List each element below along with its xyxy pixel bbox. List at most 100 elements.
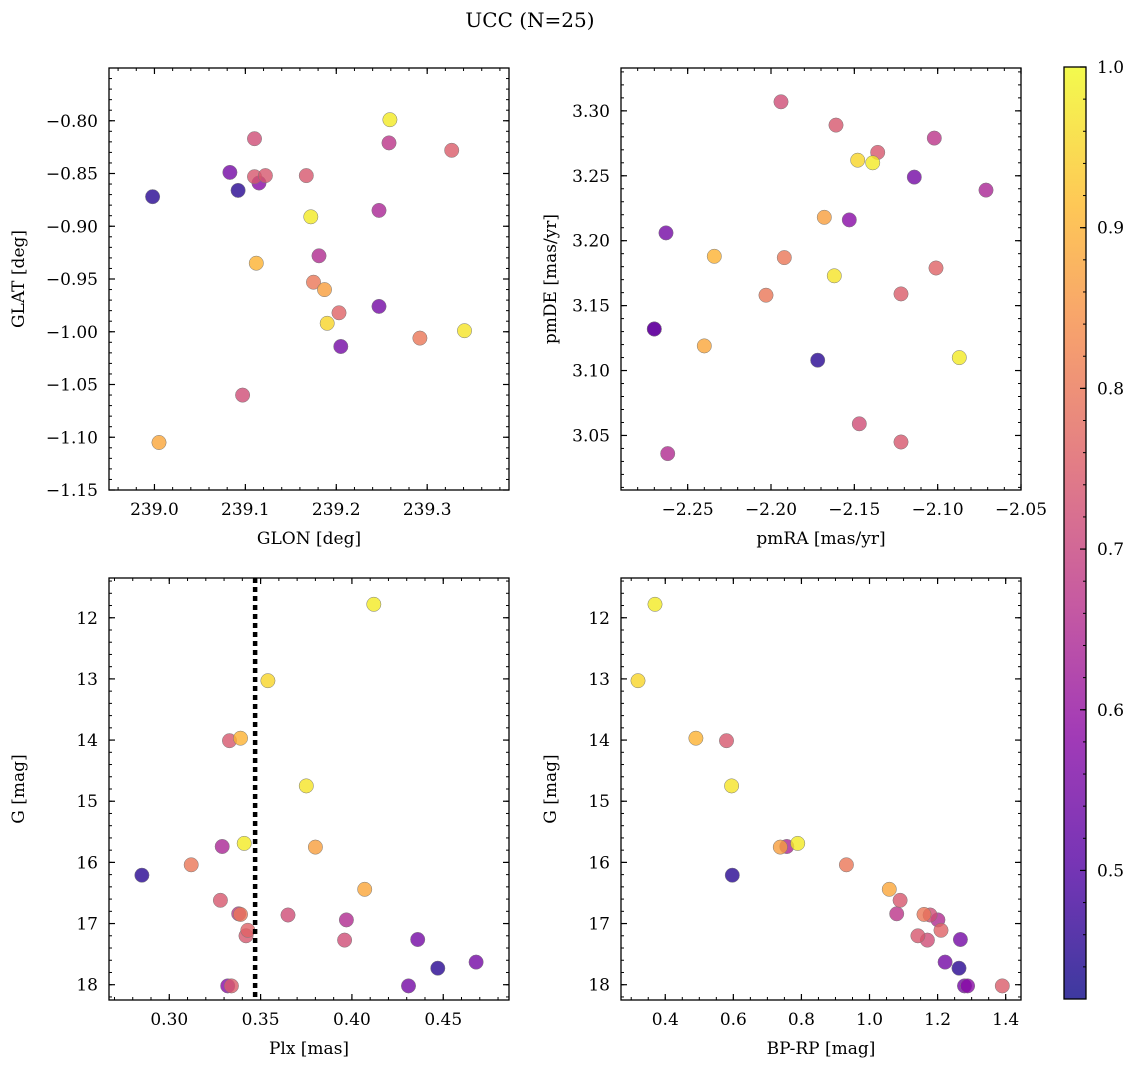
x-tick-label: −2.05 xyxy=(995,500,1047,520)
colorbar-gradient xyxy=(1064,67,1086,999)
data-point xyxy=(331,305,347,321)
data-point xyxy=(381,135,397,151)
x-tick-label: 0.8 xyxy=(788,1010,815,1030)
y-tick-label: 3.20 xyxy=(572,232,610,252)
x-tick-label: 0.4 xyxy=(652,1010,679,1030)
y-tick-label: 15 xyxy=(588,792,610,812)
y-axis-label: G [mag] xyxy=(541,754,561,823)
data-point xyxy=(233,730,248,746)
data-point xyxy=(412,330,428,346)
x-tick-label: 1.0 xyxy=(856,1010,883,1030)
y-tick-label: 12 xyxy=(588,609,610,629)
x-tick-label: 1.4 xyxy=(992,1010,1019,1030)
data-point xyxy=(401,978,416,994)
y-tick-label: −1.10 xyxy=(46,428,98,448)
data-point xyxy=(928,260,944,276)
x-tick-label: 1.2 xyxy=(924,1010,951,1030)
y-tick-label: −0.95 xyxy=(46,270,98,290)
x-tick-label: −2.20 xyxy=(745,500,797,520)
colorbar-tick-label: 0.6 xyxy=(1097,701,1124,721)
x-tick-label: 0.30 xyxy=(150,1010,188,1030)
data-point xyxy=(933,922,949,938)
y-tick-label: 13 xyxy=(76,670,98,690)
data-point xyxy=(444,142,460,158)
colorbar-tick-label: 0.8 xyxy=(1097,379,1124,399)
x-tick-label: 239.2 xyxy=(312,500,361,520)
data-point xyxy=(337,932,353,948)
y-tick-label: 17 xyxy=(588,915,610,935)
colorbar-tick-label: 0.9 xyxy=(1097,219,1124,239)
data-point xyxy=(776,250,792,266)
data-point xyxy=(280,907,296,923)
y-tick-label: 18 xyxy=(588,976,610,996)
data-point xyxy=(236,835,252,851)
data-point xyxy=(366,596,382,612)
data-point xyxy=(758,287,774,303)
x-tick-label: 239.0 xyxy=(130,500,179,520)
data-point xyxy=(937,954,953,970)
data-point xyxy=(260,673,276,689)
data-point xyxy=(978,182,994,198)
data-point xyxy=(145,189,161,205)
x-axis-label: pmRA [mas/yr] xyxy=(756,529,885,549)
y-tick-label: 14 xyxy=(588,731,610,751)
x-axis-label: BP-RP [mag] xyxy=(767,1039,876,1059)
data-point xyxy=(382,112,398,128)
x-tick-label: 0.6 xyxy=(720,1010,747,1030)
data-point xyxy=(850,152,866,168)
y-tick-label: 17 xyxy=(76,915,98,935)
data-point xyxy=(828,117,844,133)
data-point xyxy=(151,435,167,450)
data-point xyxy=(772,839,788,855)
y-tick-label: −0.85 xyxy=(46,165,98,185)
panel-3: 0.30 0.35 0.40 0.45 12 13 14 15 16 17 18 Plx [mas] G… xyxy=(9,577,510,1059)
figure-title: UCC (N=25) xyxy=(465,8,594,32)
x-tick-label: 0.45 xyxy=(424,1010,462,1030)
data-point xyxy=(951,350,967,366)
data-point xyxy=(230,182,246,198)
data-point xyxy=(317,282,332,298)
data-point xyxy=(371,298,387,314)
data-point xyxy=(865,155,881,171)
data-point xyxy=(658,225,674,241)
data-point xyxy=(214,839,230,854)
data-point xyxy=(311,248,327,264)
x-axis-label: GLON [deg] xyxy=(257,529,361,549)
data-point xyxy=(816,209,832,225)
data-point xyxy=(298,778,314,794)
data-point xyxy=(916,906,932,922)
data-point xyxy=(994,978,1010,994)
data-point xyxy=(235,387,251,403)
y-axis-label: pmDE [mas/yr] xyxy=(541,214,561,344)
data-point xyxy=(357,881,373,897)
colorbar-tick-label: 0.7 xyxy=(1097,540,1124,560)
data-point xyxy=(410,932,426,947)
scatter-panels: 239.0 239.1 239.2 239.3 −1.15 −1.10 −1.05 −1.00… xyxy=(9,67,1047,1059)
data-point xyxy=(212,892,228,908)
y-tick-label: 3.10 xyxy=(572,362,610,382)
y-tick-label: 3.30 xyxy=(572,102,610,122)
data-point xyxy=(696,338,712,354)
data-point xyxy=(647,596,663,612)
y-tick-label: 12 xyxy=(76,609,98,629)
data-point xyxy=(826,268,842,284)
data-point xyxy=(906,169,922,185)
data-point xyxy=(952,932,968,947)
data-point xyxy=(630,673,646,689)
data-point xyxy=(841,212,857,228)
y-axis-label: GLAT [deg] xyxy=(9,230,29,328)
data-point xyxy=(951,960,967,976)
y-axis-label: G [mag] xyxy=(9,754,29,823)
axes-frame-pmra-mas-yr xyxy=(620,67,1022,491)
axes-frame-plx-mas xyxy=(108,577,510,1001)
data-point xyxy=(303,209,319,225)
data-point xyxy=(889,906,905,922)
data-point xyxy=(719,733,734,749)
y-tick-label: 16 xyxy=(588,853,610,873)
data-point xyxy=(688,730,704,746)
data-point xyxy=(910,928,926,944)
data-point xyxy=(248,255,264,271)
data-point xyxy=(319,315,335,331)
x-tick-label: 239.3 xyxy=(403,500,452,520)
